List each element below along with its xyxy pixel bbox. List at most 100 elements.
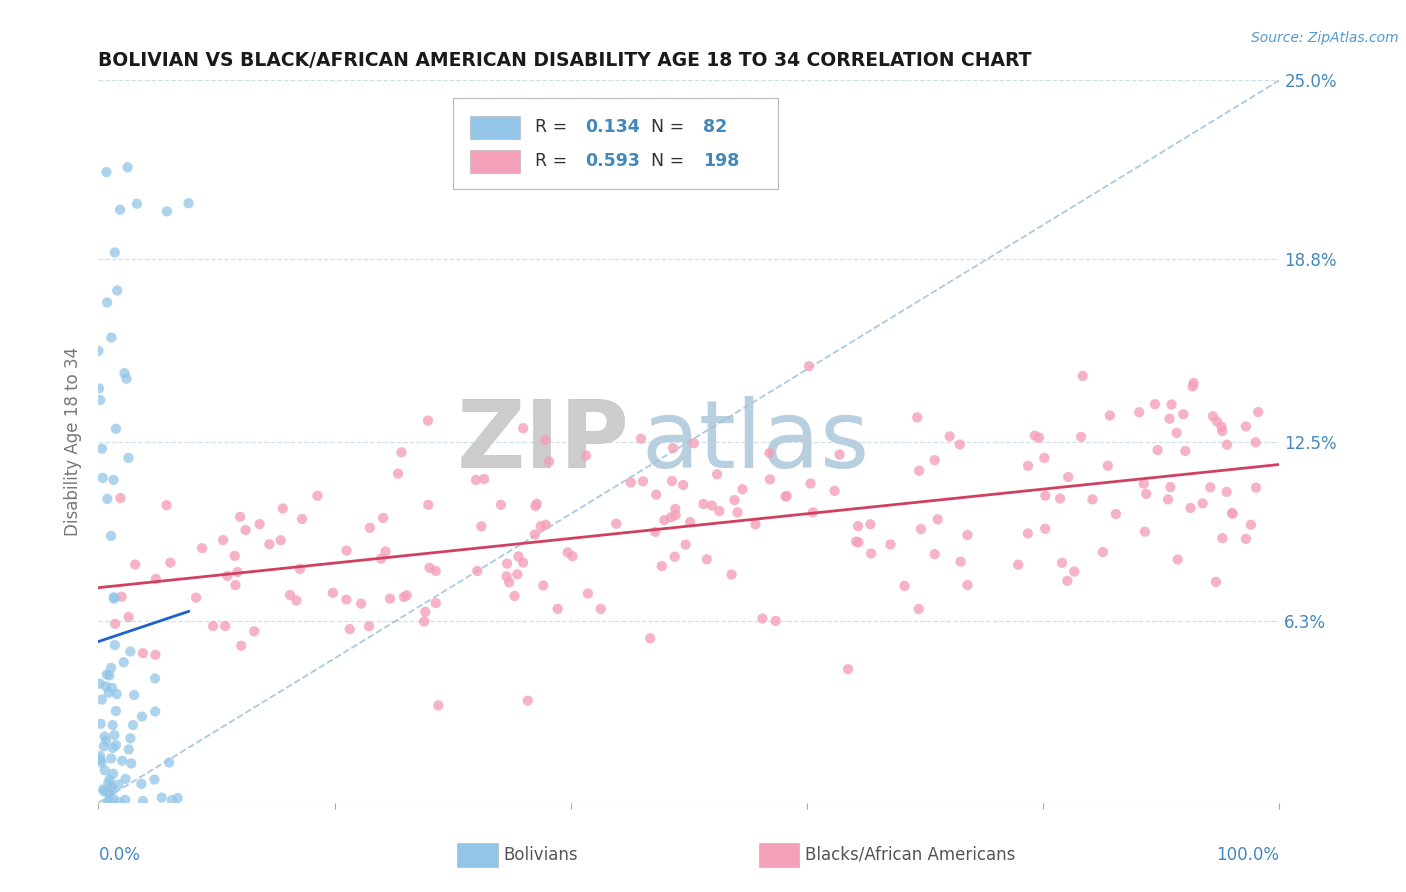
Point xyxy=(285,593,308,607)
Point xyxy=(191,541,214,556)
Point xyxy=(672,478,695,492)
Point xyxy=(651,559,673,574)
Point xyxy=(893,579,915,593)
Point xyxy=(1050,556,1073,570)
Point xyxy=(150,790,173,805)
Point xyxy=(101,766,124,780)
Point xyxy=(307,489,329,503)
Point xyxy=(90,756,112,770)
Point xyxy=(413,605,436,619)
Point xyxy=(166,791,188,805)
Point xyxy=(662,441,685,455)
Point xyxy=(1049,491,1071,506)
Point xyxy=(664,508,686,523)
Point xyxy=(846,519,869,533)
Point xyxy=(120,644,142,658)
Point xyxy=(696,552,718,566)
Point xyxy=(125,196,148,211)
Point xyxy=(508,549,530,564)
Point xyxy=(1033,489,1056,503)
Y-axis label: Disability Age 18 to 34: Disability Age 18 to 34 xyxy=(65,347,83,536)
Text: atlas: atlas xyxy=(641,395,870,488)
Text: 198: 198 xyxy=(703,153,740,170)
Point xyxy=(845,534,868,549)
Point xyxy=(589,602,612,616)
Text: R =: R = xyxy=(536,119,574,136)
Point xyxy=(110,590,132,604)
Point xyxy=(910,522,932,536)
Point xyxy=(212,533,235,547)
Point xyxy=(1091,545,1114,559)
Point xyxy=(97,776,120,790)
Point xyxy=(927,512,949,526)
Point xyxy=(100,330,122,344)
Point xyxy=(87,381,110,395)
Point xyxy=(530,519,553,533)
Point xyxy=(664,502,686,516)
Point xyxy=(419,560,441,574)
Point xyxy=(1180,500,1202,515)
Point xyxy=(638,632,661,646)
Point xyxy=(503,589,526,603)
Text: R =: R = xyxy=(536,153,574,170)
Point xyxy=(131,709,153,723)
Point xyxy=(1216,438,1239,452)
Point xyxy=(93,739,115,754)
Text: Bolivians: Bolivians xyxy=(503,846,578,863)
Point xyxy=(1159,480,1181,494)
Point xyxy=(1247,405,1270,419)
Point xyxy=(1202,409,1225,424)
Point xyxy=(413,615,436,629)
Point xyxy=(1024,428,1046,442)
Point xyxy=(132,646,155,660)
Point xyxy=(104,704,127,718)
Point xyxy=(104,638,127,652)
Point xyxy=(89,749,111,764)
Point xyxy=(949,437,972,451)
Point xyxy=(706,467,728,482)
Point xyxy=(859,517,882,532)
Point xyxy=(96,295,118,310)
Point xyxy=(143,705,166,719)
Point xyxy=(709,504,731,518)
Point xyxy=(89,753,111,767)
Point xyxy=(576,586,599,600)
Point xyxy=(1071,368,1094,383)
Point xyxy=(1222,507,1244,521)
Point xyxy=(371,511,394,525)
Point xyxy=(270,533,292,548)
Point xyxy=(97,795,120,809)
Point xyxy=(145,572,167,586)
Point xyxy=(145,648,167,662)
Point xyxy=(723,493,745,508)
Point xyxy=(89,393,111,408)
Point xyxy=(89,676,111,690)
Point xyxy=(214,619,236,633)
Point xyxy=(118,742,141,756)
Point xyxy=(1033,450,1056,465)
Point xyxy=(98,668,121,682)
Point xyxy=(100,661,122,675)
Point xyxy=(122,718,145,732)
Text: 100.0%: 100.0% xyxy=(1216,847,1279,864)
Point xyxy=(645,487,668,501)
Point xyxy=(115,372,138,386)
Point xyxy=(114,366,136,380)
Point xyxy=(132,794,155,808)
Point xyxy=(731,483,754,497)
Point xyxy=(1166,425,1188,440)
Point xyxy=(1063,565,1085,579)
Text: Source: ZipAtlas.com: Source: ZipAtlas.com xyxy=(1251,31,1399,45)
Point xyxy=(157,756,180,770)
Point xyxy=(1244,481,1267,495)
Point xyxy=(143,772,166,787)
Point xyxy=(489,498,512,512)
Point xyxy=(374,544,396,558)
Point xyxy=(1007,558,1029,572)
Point xyxy=(512,421,534,435)
Point xyxy=(1205,574,1227,589)
Point xyxy=(908,464,931,478)
Point xyxy=(101,681,124,695)
Point xyxy=(512,556,534,570)
Point xyxy=(465,564,488,578)
